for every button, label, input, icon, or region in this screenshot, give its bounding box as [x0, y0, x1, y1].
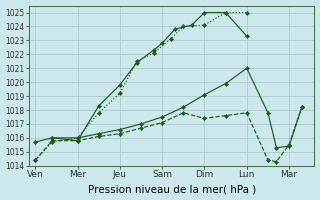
X-axis label: Pression niveau de la mer( hPa ): Pression niveau de la mer( hPa ): [88, 184, 256, 194]
